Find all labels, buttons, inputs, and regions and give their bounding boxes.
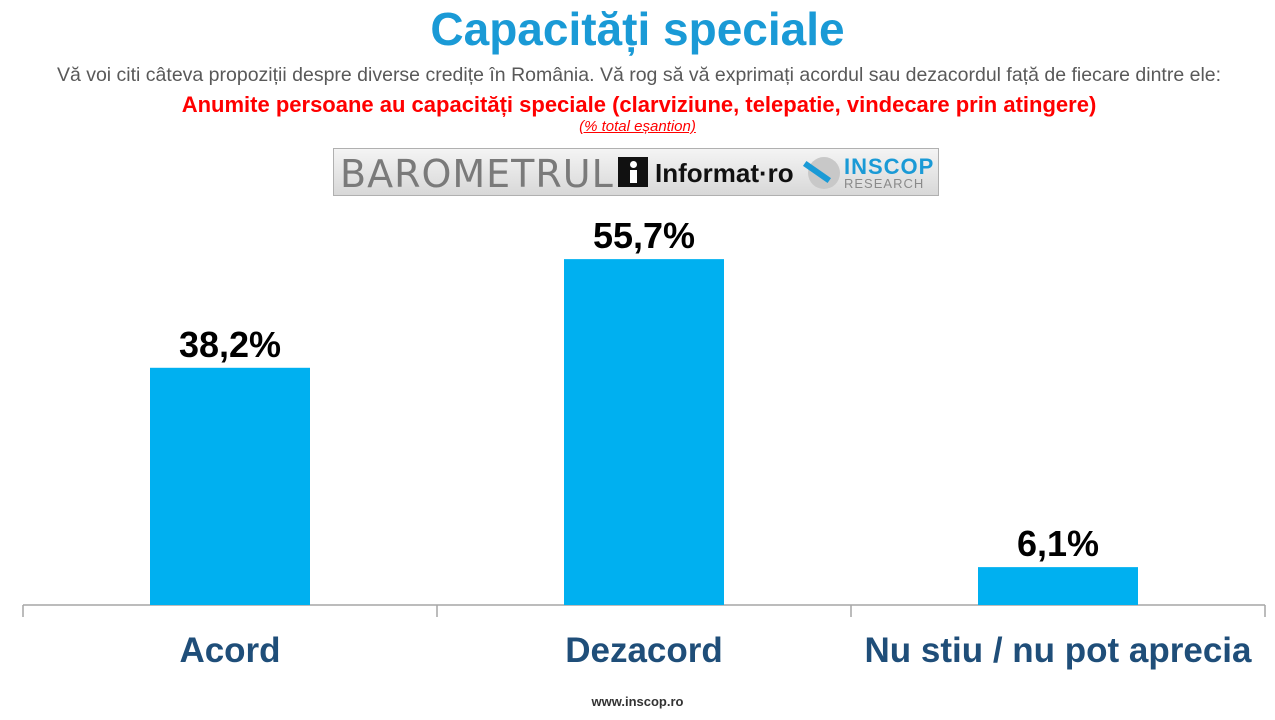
question-lead: Vă voi citi câteva propoziții despre div… [56, 64, 1222, 86]
informat-logo-icon [618, 157, 648, 187]
inscop-label: INSCOP [844, 154, 935, 179]
page-title: Capacități speciale [430, 3, 845, 55]
data-label: 55,7% [593, 215, 695, 256]
bar [978, 567, 1138, 605]
footer-url: www.inscop.ro [591, 694, 684, 709]
sample-note: (% total eșantion) [579, 118, 696, 135]
question-text: Vă voi citi câteva propoziții despre div… [14, 61, 1264, 121]
research-label: RESEARCH [844, 176, 925, 191]
bar-chart: 38,2% Acord 55,7% Dezacord 6,1% Nu stiu / nu … [22, 215, 1266, 670]
category-label: Acord [179, 631, 280, 670]
data-label: 38,2% [179, 324, 281, 365]
category-label: Nu stiu / nu pot aprecia [865, 631, 1253, 670]
data-label: 6,1% [1017, 523, 1099, 564]
informat-label: Informat·ro [655, 158, 794, 188]
bar [564, 259, 724, 605]
barometrul-label: BAROMETRUL [340, 152, 614, 196]
question-statement: Anumite persoane au capacități speciale … [181, 92, 1097, 117]
category-label: Dezacord [565, 631, 723, 670]
barometer-banner: BAROMETRUL Informat·ro INSCOP RESEARCH [333, 148, 939, 196]
bar [150, 367, 310, 605]
inscop-logo-icon [802, 157, 840, 189]
